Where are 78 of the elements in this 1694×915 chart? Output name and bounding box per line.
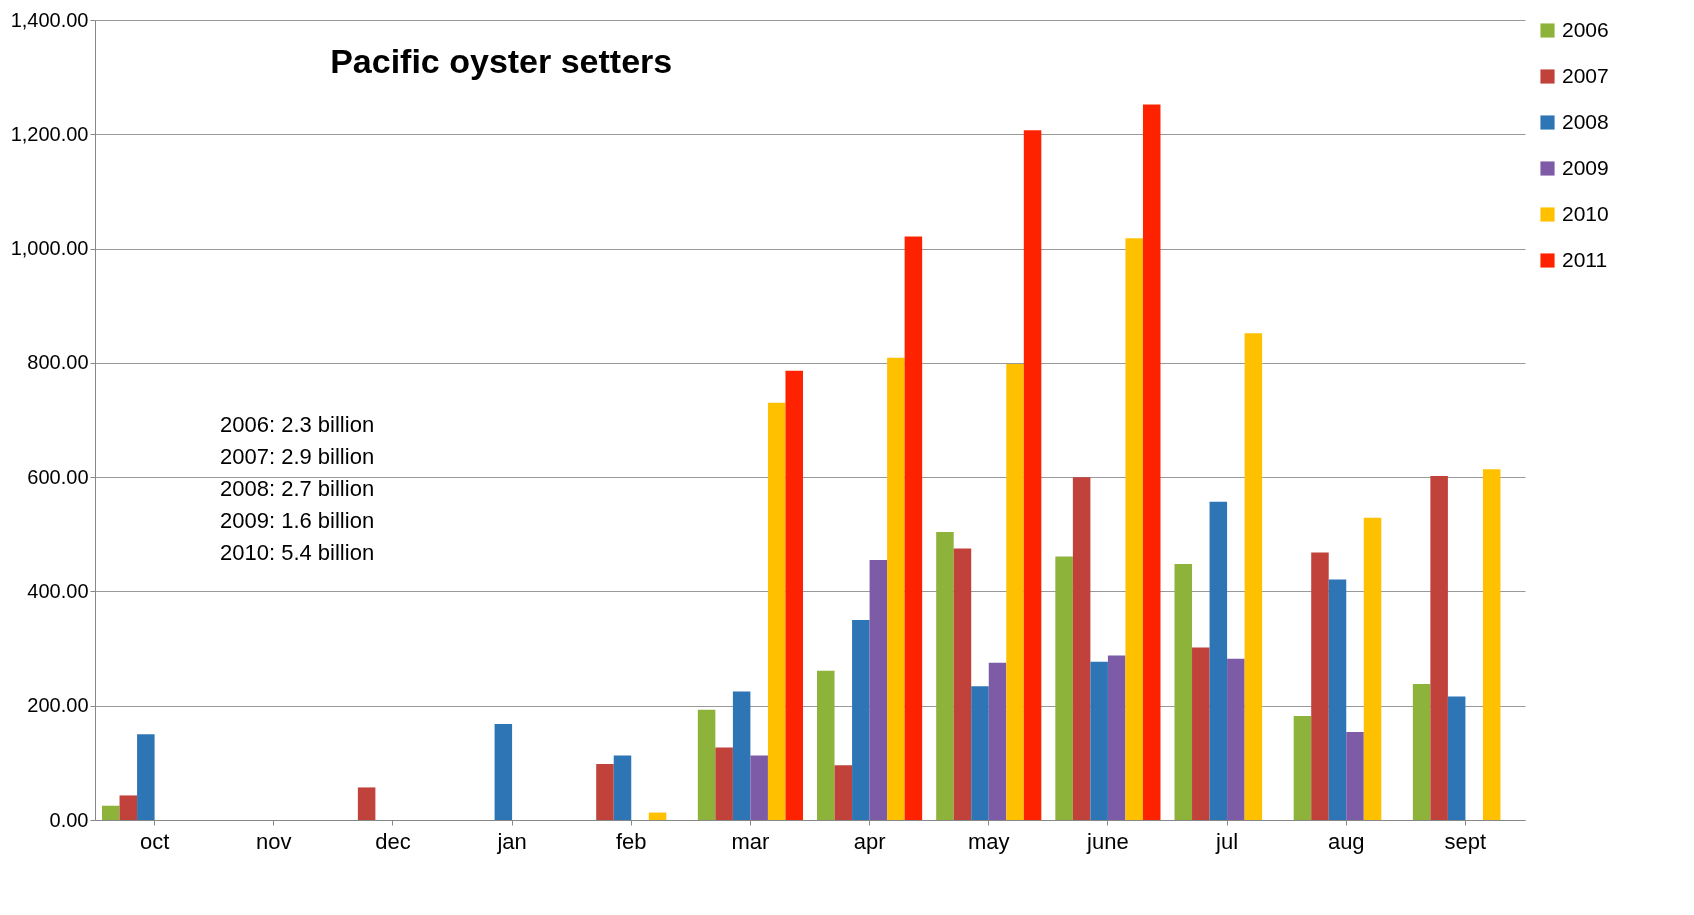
y-tick-label: 200.00: [27, 694, 89, 717]
y-tick-label: 600.00: [27, 465, 89, 488]
bar: [119, 795, 138, 820]
bar: [1055, 556, 1073, 820]
annotation: 2008: 2.7 billion: [220, 476, 375, 501]
bar: [1192, 647, 1210, 820]
y-tick-label: 1,400.00: [10, 8, 89, 31]
bar: [1072, 477, 1091, 820]
bar: [596, 764, 614, 820]
bar: [732, 691, 751, 820]
x-tick-label: dec: [375, 828, 411, 854]
bar: [494, 724, 513, 820]
y-tick-label: 1,000.00: [10, 237, 89, 260]
bar: [1430, 476, 1448, 820]
bar: [1363, 517, 1382, 820]
bar: [102, 805, 120, 820]
bar: [904, 236, 923, 820]
x-tick-label: oct: [139, 828, 170, 854]
annotation: 2009: 1.6 billion: [220, 508, 375, 533]
x-tick-label: aug: [1327, 828, 1365, 854]
legend-label: 2006: [1562, 17, 1609, 41]
y-tick-label: 400.00: [27, 579, 89, 602]
bar: [357, 787, 376, 820]
y-tick-label: 800.00: [27, 351, 89, 374]
x-tick-label: feb: [615, 828, 647, 854]
x-tick-label: may: [967, 828, 1010, 854]
x-tick-label: sept: [1444, 828, 1487, 854]
bar: [1293, 716, 1312, 820]
bar: [834, 765, 853, 820]
x-tick-label: apr: [853, 828, 886, 854]
bar: [1209, 501, 1228, 820]
bar: [887, 357, 905, 820]
bar: [1107, 655, 1126, 820]
bar: [1482, 469, 1501, 820]
bar: [137, 734, 155, 820]
x-tick-label: jul: [1215, 828, 1239, 854]
x-tick-label: june: [1086, 828, 1129, 854]
bar: [1328, 579, 1347, 820]
bar: [1244, 333, 1263, 820]
bar: [648, 812, 667, 820]
bar: [852, 620, 870, 820]
annotation: 2007: 2.9 billion: [220, 444, 375, 469]
bar: [1412, 684, 1431, 820]
bar: [953, 548, 972, 820]
bar: [785, 370, 803, 820]
x-tick-label: mar: [731, 828, 770, 854]
y-tick-label: 1,200.00: [10, 122, 89, 145]
bar: [869, 560, 888, 820]
bar: [1447, 696, 1466, 820]
text: Pacific oyster setters: [330, 42, 673, 80]
legend-label: 2010: [1562, 201, 1609, 225]
bar: [697, 709, 716, 820]
bar: [750, 755, 768, 820]
bar: [1227, 658, 1245, 820]
bar: [767, 402, 786, 820]
bar: [1125, 238, 1143, 820]
y-tick-label: 0.00: [49, 808, 89, 831]
bar: [936, 532, 954, 820]
legend-label: 2009: [1562, 155, 1609, 179]
bar: [971, 686, 989, 820]
bar: [1346, 732, 1364, 820]
legend-label: 2008: [1562, 109, 1609, 133]
x-tick-label: jan: [496, 828, 527, 854]
bar: [715, 747, 733, 820]
bar: [817, 670, 835, 820]
bar: [1006, 364, 1024, 820]
bar: [1023, 130, 1042, 820]
annotation: 2010: 5.4 billion: [220, 540, 375, 565]
bar: [1311, 552, 1329, 820]
bar: [1090, 661, 1108, 820]
bar: [1174, 564, 1193, 820]
bar: [613, 755, 632, 820]
bar: [1142, 104, 1161, 820]
legend-label: 2011: [1562, 247, 1608, 271]
annotation: 2006: 2.3 billion: [220, 412, 375, 437]
legend-label: 2007: [1562, 63, 1609, 87]
bar: [988, 662, 1007, 820]
x-tick-label: nov: [256, 828, 292, 854]
